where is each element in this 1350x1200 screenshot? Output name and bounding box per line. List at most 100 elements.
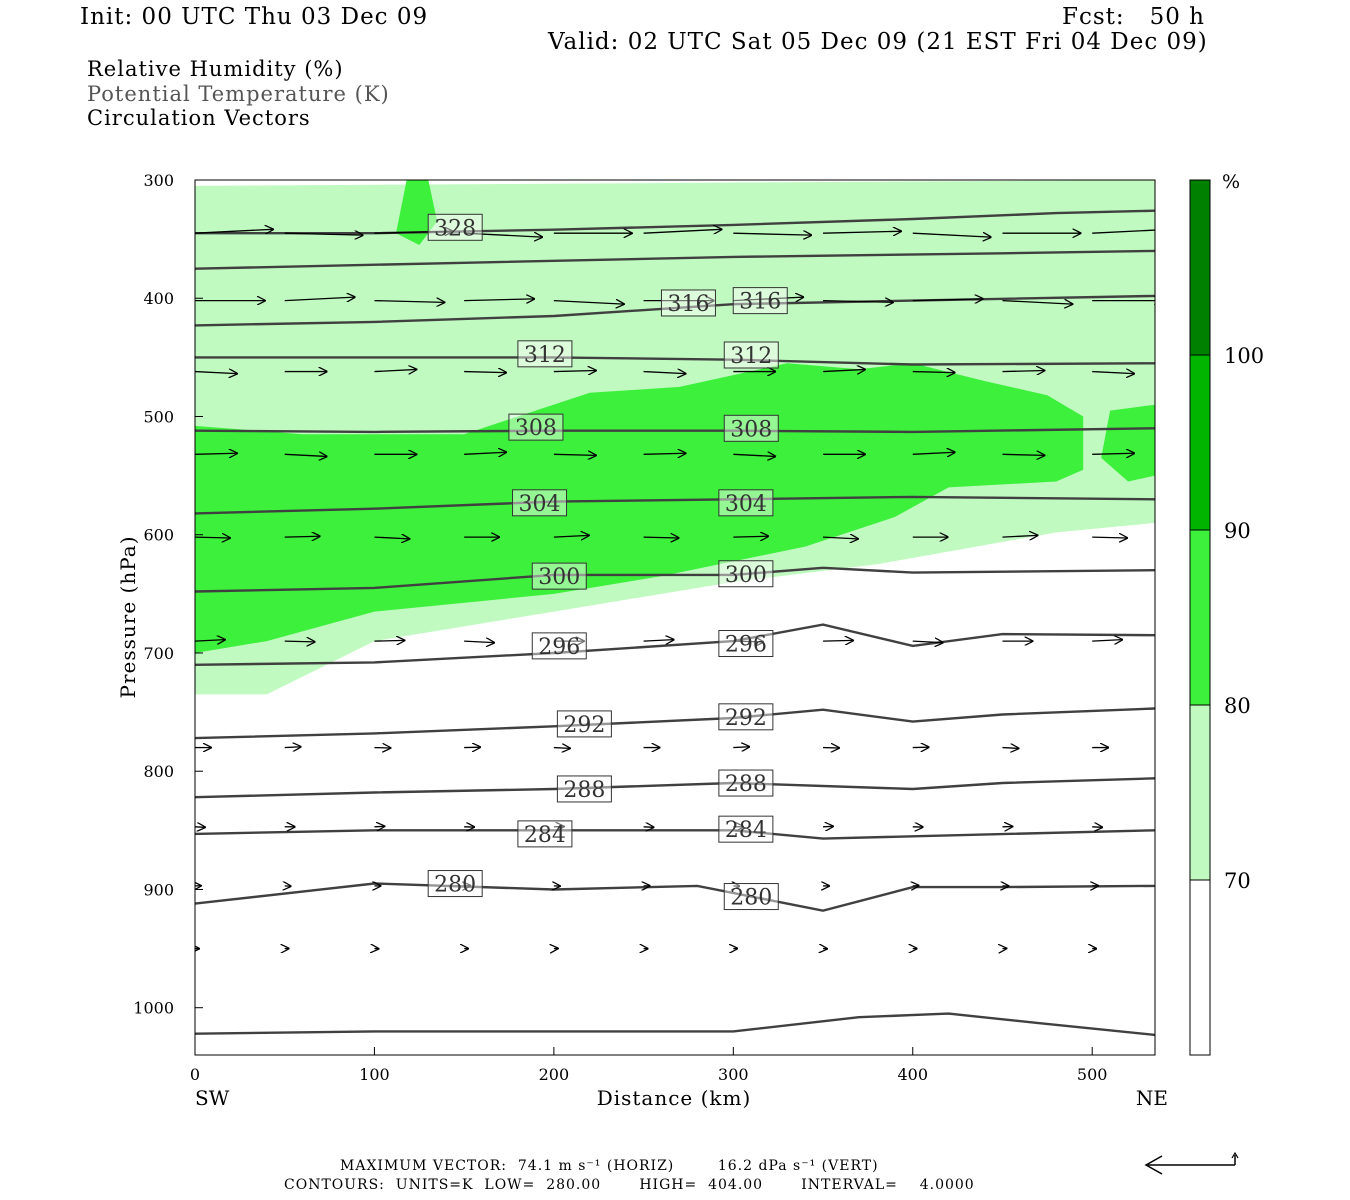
circulation-vector	[912, 372, 955, 373]
colorbar-segment	[1190, 880, 1210, 1055]
circulation-vector	[1002, 748, 1018, 749]
circulation-vector	[823, 640, 853, 641]
circulation-vector	[284, 641, 315, 642]
circulation-vector	[823, 537, 858, 539]
x-axis-label: Distance (km)	[597, 1086, 752, 1110]
theta-contour-284	[195, 829, 1155, 840]
contour-label-292-0: 292	[556, 710, 612, 738]
svg-text:284: 284	[725, 818, 767, 843]
svg-text:304: 304	[725, 492, 767, 517]
y-tick-label: 900	[143, 880, 174, 899]
sw-endpoint-label: SW	[195, 1086, 230, 1110]
svg-text:280: 280	[434, 873, 476, 898]
svg-text:288: 288	[725, 772, 767, 797]
y-tick-label: 400	[143, 289, 174, 308]
colorbar-segment	[1190, 355, 1210, 530]
circulation-vector	[733, 297, 803, 301]
x-tick-label: 200	[539, 1065, 570, 1084]
circulation-vector	[823, 301, 893, 303]
svg-text:316: 316	[739, 290, 781, 315]
rh-region-3	[1101, 404, 1155, 482]
svg-text:312: 312	[730, 344, 772, 369]
colorbar-segment	[1190, 180, 1210, 355]
circulation-vector	[1002, 535, 1037, 537]
svg-text:296: 296	[725, 633, 767, 658]
contour-label-312-0: 312	[517, 340, 573, 368]
plot-frame	[194, 179, 1156, 1056]
colorbar-unit: %	[1222, 171, 1240, 193]
circulation-vector	[374, 826, 384, 827]
svg-text:308: 308	[515, 416, 557, 441]
circulation-vector	[1092, 229, 1155, 234]
circulation-vector	[643, 453, 686, 454]
contour-label-300-0: 300	[531, 562, 587, 590]
theta-contour-304	[195, 495, 1155, 515]
theta-contour-288	[195, 777, 1155, 799]
init-time: Init: 00 UTC Thu 03 Dec 09	[80, 4, 429, 30]
circulation-vector	[553, 535, 589, 537]
circulation-vector	[1092, 640, 1122, 642]
circulation-vector	[553, 371, 596, 372]
contour-label-280-1: 280	[723, 883, 779, 911]
circulation-vector	[1092, 537, 1127, 538]
contour-label-316-1: 316	[732, 287, 788, 315]
circulation-vector	[374, 231, 452, 233]
contour-label-304-1: 304	[718, 489, 774, 517]
colorbar-frame	[1189, 179, 1211, 1056]
svg-text:300: 300	[538, 565, 580, 590]
circulation-vector	[464, 452, 506, 454]
circulation-vector	[195, 453, 237, 454]
theta-contour-324	[195, 249, 1155, 270]
contour-label-328-0: 328	[427, 213, 483, 241]
svg-text:292: 292	[563, 713, 605, 738]
circulation-vector	[553, 454, 596, 455]
circulation-vector	[823, 826, 833, 827]
contour-label-284-1: 284	[718, 815, 774, 843]
reference-vector	[1144, 1151, 1239, 1175]
colorbar-label: 100	[1224, 344, 1264, 368]
circulation-vector	[284, 536, 320, 537]
circulation-vector	[553, 301, 624, 305]
circulation-vector	[464, 641, 494, 643]
ne-endpoint-label: NE	[1136, 1086, 1168, 1110]
theta-contour-308	[195, 427, 1155, 434]
x-tick-label: 0	[190, 1065, 200, 1084]
circulation-vector	[284, 454, 327, 456]
contour-label-312-1: 312	[723, 341, 779, 369]
rh-region-1	[195, 363, 1084, 653]
contour-label-292-1: 292	[718, 703, 774, 731]
circulation-vector	[1002, 301, 1072, 305]
colorbar-segment	[1190, 530, 1210, 705]
svg-text:292: 292	[725, 706, 767, 731]
svg-text:280: 280	[730, 886, 772, 911]
y-tick-label: 700	[143, 644, 174, 663]
circulation-vector	[643, 372, 686, 374]
svg-text:328: 328	[434, 216, 476, 241]
circulation-vector	[733, 641, 763, 642]
y-tick-label: 1000	[133, 999, 174, 1018]
y-tick-label: 600	[143, 526, 174, 545]
legend-vectors: Circulation Vectors	[87, 106, 311, 130]
circulation-vector	[912, 299, 983, 301]
forecast-hour: Fcst: 50 h	[1062, 4, 1205, 30]
contour-label-308-0: 308	[508, 413, 564, 441]
circulation-vector	[823, 369, 865, 371]
svg-text:288: 288	[563, 778, 605, 803]
svg-text:284: 284	[524, 823, 566, 848]
circulation-vector	[823, 231, 901, 233]
circulation-vector	[374, 369, 416, 371]
svg-text:296: 296	[538, 635, 580, 660]
circulation-vector	[912, 233, 991, 237]
contour-label-296-1: 296	[718, 630, 774, 658]
circulation-vector	[284, 297, 355, 301]
theta-contour-292	[195, 707, 1155, 740]
circulation-vector	[733, 454, 775, 456]
circulation-vector	[464, 372, 506, 373]
colorbar-label: 70	[1224, 869, 1251, 893]
theta-contour-280	[195, 882, 1155, 912]
contour-label-296-0: 296	[531, 632, 587, 660]
circulation-vector	[195, 537, 230, 538]
circulation-vector	[374, 640, 404, 641]
circulation-vector	[374, 537, 409, 539]
